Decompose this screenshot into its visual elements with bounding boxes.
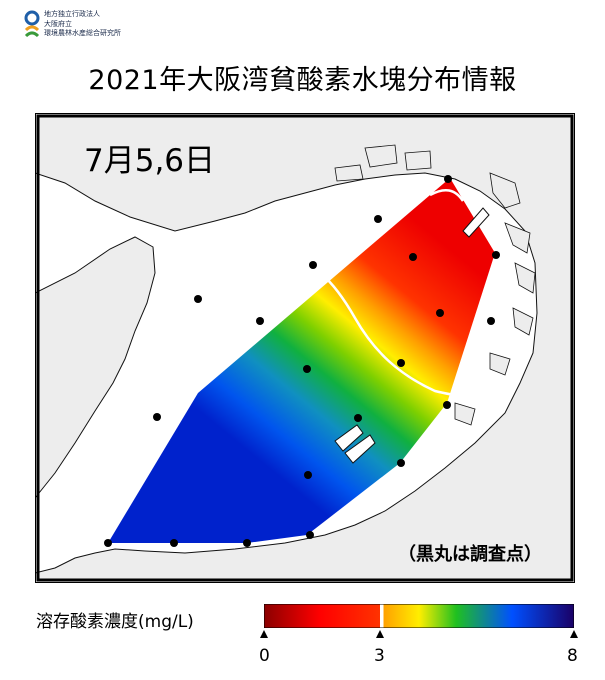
survey-point bbox=[306, 531, 314, 539]
survey-point bbox=[170, 539, 178, 547]
survey-point bbox=[303, 365, 311, 373]
survey-point bbox=[443, 401, 451, 409]
artificial-island-1 bbox=[334, 424, 376, 464]
contour-3mgL-top bbox=[429, 188, 465, 202]
color-bar-ticks bbox=[260, 630, 578, 638]
port-structures bbox=[334, 144, 536, 426]
date-label: 7月5,6日 bbox=[84, 143, 216, 179]
tick-label-mid: 3 bbox=[374, 646, 385, 666]
survey-point bbox=[397, 359, 405, 367]
survey-point bbox=[304, 471, 312, 479]
survey-point bbox=[374, 215, 382, 223]
color-bar bbox=[264, 604, 574, 628]
survey-point bbox=[194, 295, 202, 303]
tick-marker-min bbox=[260, 630, 268, 638]
page-title: 2021年大阪湾貧酸素水塊分布情報 bbox=[88, 65, 517, 96]
survey-points bbox=[104, 175, 500, 547]
survey-point bbox=[409, 253, 417, 261]
survey-point bbox=[436, 309, 444, 317]
survey-point bbox=[153, 413, 161, 421]
survey-point bbox=[104, 539, 112, 547]
tick-marker-mid bbox=[376, 630, 384, 638]
org-logo-icon bbox=[24, 10, 40, 38]
legend-label: 溶存酸素濃度(mg/L) bbox=[36, 612, 194, 632]
survey-point-note: （黒丸は調査点） bbox=[398, 544, 542, 565]
survey-point bbox=[354, 414, 362, 422]
org-line2: 大阪府立 bbox=[44, 19, 72, 28]
map-frame bbox=[35, 113, 575, 583]
survey-point bbox=[487, 317, 495, 325]
tick-label-min: 0 bbox=[259, 646, 270, 666]
survey-point bbox=[397, 459, 405, 467]
artificial-island-2 bbox=[462, 207, 490, 238]
org-line3: 環境農林水産総合研究所 bbox=[44, 29, 121, 37]
island bbox=[35, 236, 156, 499]
org-line1: 地方独立行政法人 bbox=[44, 10, 100, 18]
survey-point bbox=[444, 175, 452, 183]
contour-3mgL bbox=[279, 261, 466, 400]
survey-point bbox=[243, 539, 251, 547]
tick-marker-max bbox=[570, 630, 578, 638]
survey-point bbox=[256, 317, 264, 325]
survey-point bbox=[492, 251, 500, 259]
org-name: 地方独立行政法人 大阪府立 環境農林水産総合研究所 bbox=[44, 10, 121, 39]
map-area bbox=[35, 113, 575, 583]
map-border bbox=[36, 114, 574, 582]
do-interpolation bbox=[108, 178, 495, 543]
color-bar-gradient bbox=[264, 604, 574, 628]
dissolved-oxygen-map bbox=[35, 113, 575, 583]
tick-label-max: 8 bbox=[567, 646, 578, 666]
org-logo: 地方独立行政法人 大阪府立 環境農林水産総合研究所 bbox=[24, 10, 224, 44]
survey-point bbox=[309, 261, 317, 269]
